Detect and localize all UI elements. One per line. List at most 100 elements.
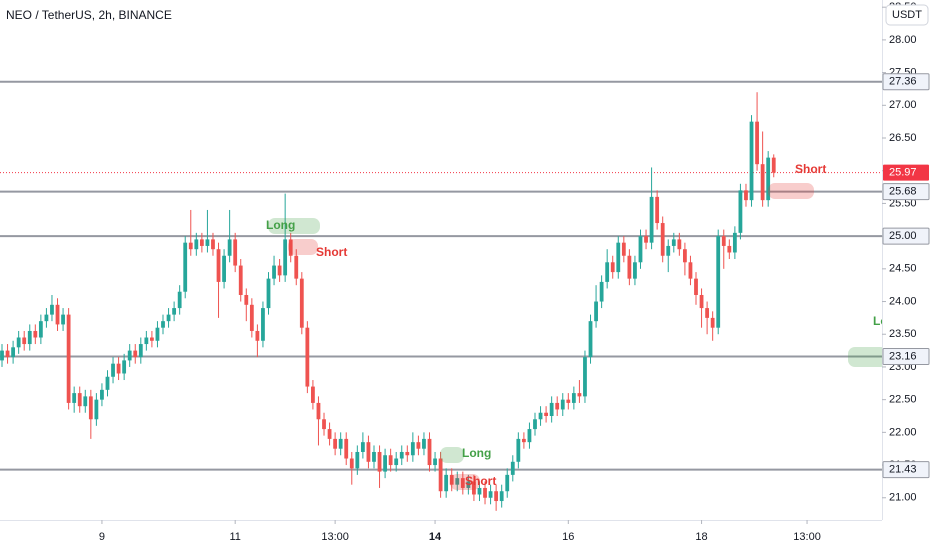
- y-tick-label: 22.00: [889, 426, 917, 438]
- candle-body: [161, 321, 165, 328]
- candle-body: [238, 265, 243, 295]
- candle-body: [721, 236, 726, 246]
- candle-body: [133, 350, 138, 358]
- candle-body: [344, 438, 349, 459]
- candle-body: [33, 330, 38, 338]
- candle-body: [272, 265, 276, 279]
- candle-body: [566, 399, 571, 403]
- x-tick-label: 18: [695, 531, 707, 543]
- candle-body: [705, 308, 710, 318]
- candle-body: [0, 350, 4, 361]
- candle-body: [72, 393, 77, 403]
- candle-body: [655, 196, 660, 224]
- candle-body: [155, 327, 160, 341]
- candle-body: [455, 478, 460, 485]
- candle-body: [771, 157, 776, 173]
- candle-body: [394, 458, 399, 466]
- candle-body: [422, 438, 426, 449]
- candle-body: [360, 442, 365, 452]
- candle-body: [55, 304, 60, 325]
- candle-body: [111, 363, 115, 377]
- level-label-box: [882, 73, 930, 91]
- candle-body: [105, 376, 110, 390]
- candle-body: [521, 438, 526, 443]
- candle-body: [616, 242, 621, 273]
- candle-body: [211, 239, 215, 250]
- candle-body: [538, 412, 543, 420]
- y-tick-label: 24.50: [889, 263, 917, 275]
- candle-body: [266, 278, 271, 309]
- annotation-box: [848, 347, 882, 367]
- candle-body: [338, 438, 343, 449]
- candle-body: [377, 451, 382, 472]
- candle-body: [510, 461, 515, 475]
- y-tick-label: 27.00: [889, 99, 917, 111]
- candle-body: [688, 262, 693, 279]
- candle-body: [16, 337, 21, 348]
- candle-body: [199, 239, 204, 246]
- candle-body: [671, 239, 676, 246]
- candle-body: [38, 321, 43, 338]
- candle-body: [694, 278, 698, 295]
- level-label: 21.43: [889, 464, 917, 476]
- candle-body: [22, 337, 27, 345]
- candle-body: [610, 262, 615, 273]
- y-tick-label: 26.50: [889, 132, 917, 144]
- y-tick-label: 28.00: [889, 34, 917, 46]
- candle-body: [438, 458, 443, 492]
- candle-body: [116, 363, 121, 374]
- candle-body: [755, 121, 759, 165]
- annotation-label: Short: [795, 162, 826, 176]
- candle-body: [66, 314, 71, 403]
- annotation-box: [768, 183, 814, 199]
- level-label: 25.00: [889, 230, 917, 242]
- candle-body: [627, 255, 632, 279]
- level-label: 25.68: [889, 186, 917, 198]
- candle-body: [621, 242, 626, 256]
- candle-body: [5, 350, 10, 358]
- annotation-label: Long: [266, 218, 295, 232]
- level-label-box: [882, 227, 930, 245]
- annotation-box: [440, 447, 464, 463]
- candle-body: [366, 442, 371, 462]
- candle-body: [288, 239, 293, 256]
- candle-body: [327, 429, 332, 439]
- candle-body: [649, 196, 654, 243]
- candle-body: [94, 399, 99, 420]
- y-tick-label: 24.00: [889, 295, 917, 307]
- candle-body: [277, 265, 282, 276]
- x-tick-label: 11: [229, 531, 240, 543]
- candle-body: [527, 429, 532, 443]
- candle-body: [127, 350, 132, 361]
- candle-body: [388, 455, 393, 466]
- candle-body: [100, 389, 104, 400]
- candle-body: [727, 245, 732, 253]
- candle-body: [544, 412, 549, 416]
- candle-body: [410, 442, 415, 456]
- x-tick-label: 13:00: [793, 531, 821, 543]
- candle-body: [144, 337, 149, 345]
- x-tick-label: 14: [429, 531, 442, 543]
- y-tick-label: 23.50: [889, 328, 917, 340]
- last-price-label: 25.97: [889, 167, 917, 179]
- candle-body: [150, 337, 154, 341]
- candle-body: [27, 330, 32, 345]
- last-price-box: [883, 164, 929, 181]
- annotation-label: Short: [465, 474, 496, 488]
- annotation-label: Long: [873, 314, 902, 328]
- x-tick-label: 13:00: [321, 531, 349, 543]
- candle-body: [255, 330, 260, 341]
- candle-body: [372, 451, 376, 462]
- candle-body: [505, 474, 510, 492]
- annotation-label: Short: [316, 245, 347, 259]
- candle-body: [594, 301, 598, 322]
- annotation-box: [288, 239, 318, 255]
- level-label-box: [882, 347, 930, 365]
- chart-title: NEO / TetherUS, 2h, BINANCE: [6, 8, 172, 22]
- candle-body: [283, 239, 288, 276]
- candle-body: [488, 491, 493, 498]
- candle-body: [305, 327, 310, 387]
- candle-body: [233, 239, 238, 266]
- candle-body: [355, 451, 360, 469]
- axes: 21.0021.5022.0022.5023.0023.5024.0024.50…: [99, 1, 930, 543]
